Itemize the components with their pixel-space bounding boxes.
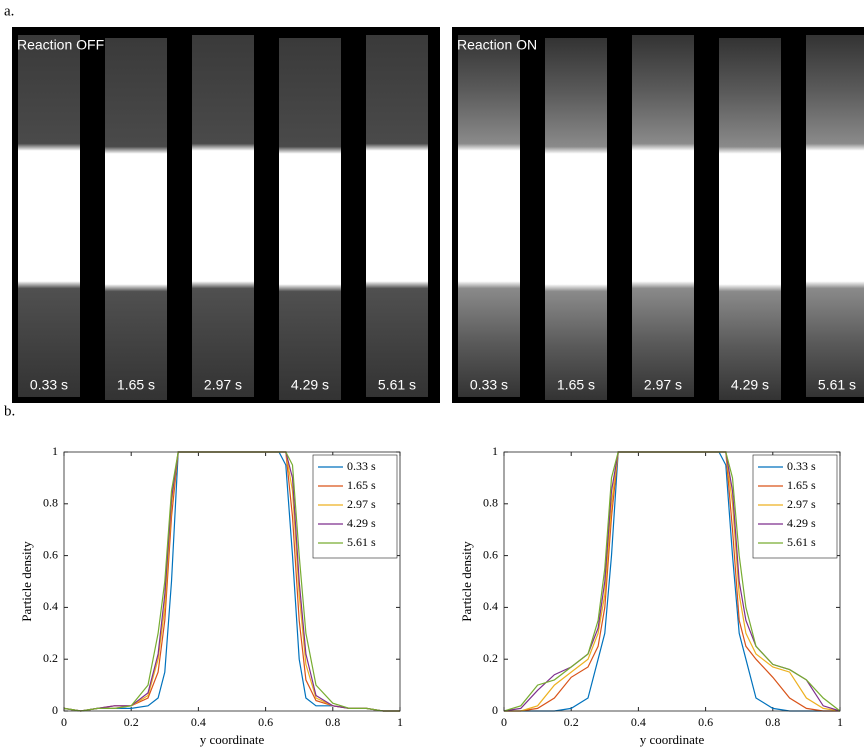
x-tick-label: 0 (61, 715, 67, 729)
x-tick-label: 0.6 (698, 715, 713, 729)
image-title: Reaction ON (457, 37, 537, 53)
panel-label: a. (4, 3, 14, 19)
image-strip (105, 38, 167, 400)
legend-label: 0.33 s (787, 459, 816, 473)
legend-label: 1.65 s (787, 478, 816, 492)
y-tick-label: 0 (52, 703, 58, 717)
legend-label: 4.29 s (787, 516, 816, 530)
time-label: 5.61 s (378, 377, 416, 393)
y-tick-label: 0.4 (483, 599, 498, 613)
time-label: 1.65 s (557, 377, 595, 393)
legend-label: 2.97 s (347, 497, 376, 511)
y-tick-label: 0.2 (43, 651, 58, 665)
x-tick-label: 0.4 (631, 715, 646, 729)
legend-box (312, 454, 398, 559)
y-tick-label: 0.6 (43, 547, 58, 561)
legend-label: 5.61 s (787, 535, 816, 549)
y-tick-label: 0 (492, 703, 498, 717)
y-tick-label: 0.4 (43, 599, 58, 613)
time-label: 4.29 s (731, 377, 769, 393)
image-strip (545, 38, 607, 400)
y-tick-label: 1 (52, 444, 58, 458)
image-strip (632, 35, 694, 397)
y-axis-label: Particle density (19, 541, 34, 622)
x-tick-label: 0.6 (258, 715, 273, 729)
time-label: 2.97 s (204, 377, 242, 393)
image-strip (366, 35, 428, 397)
y-tick-label: 0.6 (483, 547, 498, 561)
image-strip (458, 35, 520, 397)
y-tick-label: 1 (492, 444, 498, 458)
x-axis-label: y coordinate (640, 732, 705, 747)
x-tick-label: 0.8 (325, 715, 340, 729)
x-tick-label: 0 (501, 715, 507, 729)
x-tick-label: 1 (397, 715, 403, 729)
time-label: 5.61 s (818, 377, 856, 393)
x-tick-label: 0.2 (564, 715, 579, 729)
legend-label: 5.61 s (347, 535, 376, 549)
image-strip (806, 35, 864, 397)
legend-box (752, 454, 838, 559)
y-tick-label: 0.8 (43, 496, 58, 510)
legend-label: 4.29 s (347, 516, 376, 530)
image-title: Reaction OFF (17, 37, 104, 53)
image-strip (18, 35, 80, 397)
legend-label: 0.33 s (347, 459, 376, 473)
image-strip (279, 38, 341, 400)
x-axis-label: y coordinate (200, 732, 265, 747)
time-label: 1.65 s (117, 377, 155, 393)
x-tick-label: 0.8 (765, 715, 780, 729)
legend-label: 1.65 s (347, 478, 376, 492)
x-tick-label: 0.4 (191, 715, 206, 729)
time-label: 4.29 s (291, 377, 329, 393)
y-tick-label: 0.8 (483, 496, 498, 510)
time-label: 0.33 s (470, 377, 508, 393)
x-tick-label: 1 (837, 715, 843, 729)
x-tick-label: 0.2 (124, 715, 139, 729)
time-label: 2.97 s (644, 377, 682, 393)
legend-label: 2.97 s (787, 497, 816, 511)
time-label: 0.33 s (30, 377, 68, 393)
axes-box (63, 451, 401, 712)
image-strip (192, 35, 254, 397)
y-tick-label: 0.2 (483, 651, 498, 665)
panel-label: b. (4, 403, 15, 419)
image-strip (719, 38, 781, 400)
axes-box (503, 451, 841, 712)
y-axis-label: Particle density (459, 541, 474, 622)
